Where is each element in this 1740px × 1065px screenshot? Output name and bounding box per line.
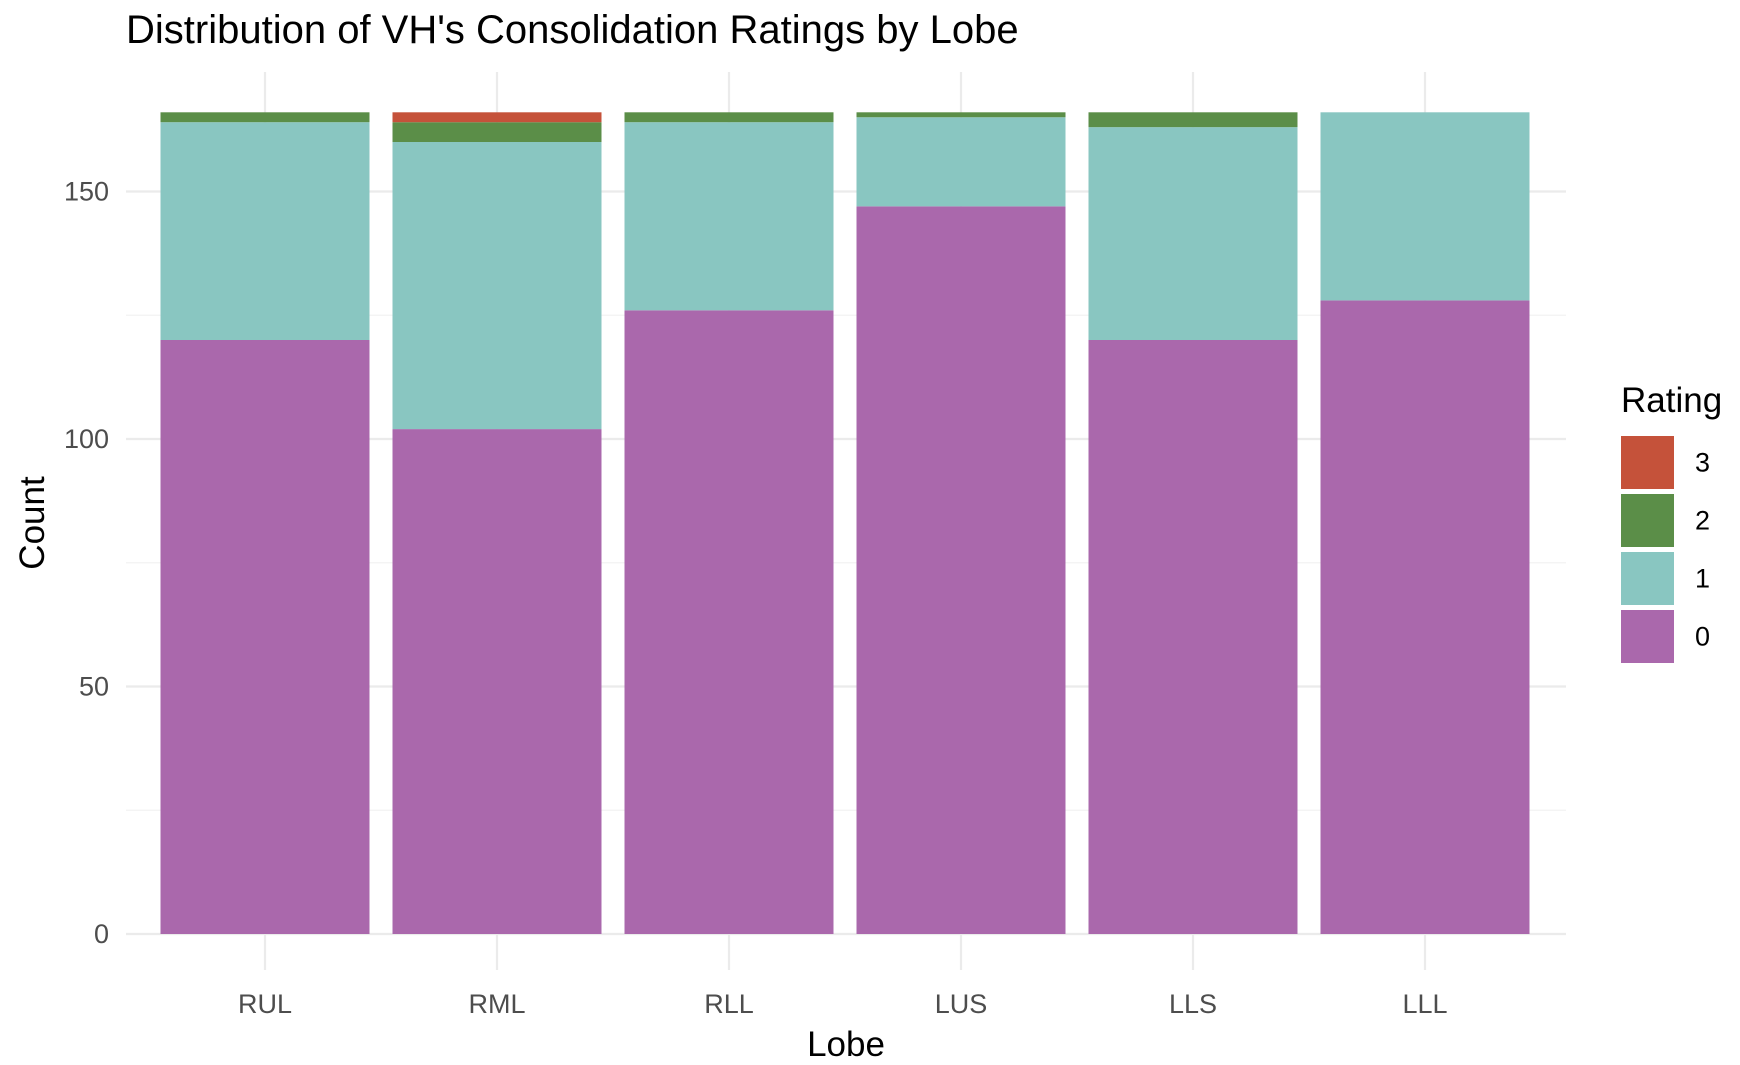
bar-segment-lls-rating-2 xyxy=(1088,112,1298,128)
legend-label: 2 xyxy=(1695,506,1710,536)
y-axis-title: Count xyxy=(13,476,52,570)
bar-segment-lls-rating-0 xyxy=(1088,340,1298,934)
bar-segment-rul-rating-0 xyxy=(160,340,370,934)
x-tick-label: LLL xyxy=(1402,989,1447,1019)
legend-title: Rating xyxy=(1621,381,1722,420)
x-tick-label: RUL xyxy=(238,989,292,1019)
bar-segment-lll-rating-0 xyxy=(1320,300,1530,934)
y-tick-label: 150 xyxy=(64,177,109,207)
legend-label: 0 xyxy=(1695,622,1710,652)
bar-segment-lus-rating-0 xyxy=(856,206,1066,935)
x-tick-label: LUS xyxy=(935,989,988,1019)
bar-segment-rml-rating-3 xyxy=(392,112,602,123)
legend-key-rating-0 xyxy=(1621,610,1674,663)
y-tick-label: 100 xyxy=(64,424,109,454)
legend-key-rating-2 xyxy=(1621,494,1674,547)
bar-segment-rml-rating-2 xyxy=(392,122,602,142)
x-axis-title: Lobe xyxy=(807,1025,885,1064)
bar-segment-rml-rating-1 xyxy=(392,142,602,430)
bar-segment-rll-rating-0 xyxy=(624,310,834,934)
legend-label: 3 xyxy=(1695,448,1710,478)
legend-label: 1 xyxy=(1695,564,1710,594)
bar-segment-rml-rating-0 xyxy=(392,429,602,934)
legend: Rating 3 2 1 0 xyxy=(1621,381,1722,663)
legend-key-rating-3 xyxy=(1621,436,1674,489)
bar-segment-rul-rating-1 xyxy=(160,122,370,340)
bar-segment-rll-rating-1 xyxy=(624,122,834,311)
bar-segment-lls-rating-1 xyxy=(1088,127,1298,341)
bar-segment-lll-rating-1 xyxy=(1320,112,1530,301)
chart-title: Distribution of VH's Consolidation Ratin… xyxy=(126,8,1019,52)
y-tick-label: 0 xyxy=(94,919,109,949)
bars xyxy=(160,112,1530,935)
axis-ticks: 0 50 100 150 RUL RML RLL LUS LLS LLL xyxy=(64,177,1448,1020)
bar-segment-rul-rating-2 xyxy=(160,112,370,123)
x-tick-label: RLL xyxy=(704,989,754,1019)
bar-segment-lus-rating-2 xyxy=(856,112,1066,118)
x-tick-label: RML xyxy=(468,989,525,1019)
y-tick-label: 50 xyxy=(79,672,109,702)
bar-segment-lus-rating-1 xyxy=(856,117,1066,207)
x-tick-label: LLS xyxy=(1169,989,1217,1019)
bar-segment-rll-rating-2 xyxy=(624,112,834,123)
legend-key-rating-1 xyxy=(1621,552,1674,605)
